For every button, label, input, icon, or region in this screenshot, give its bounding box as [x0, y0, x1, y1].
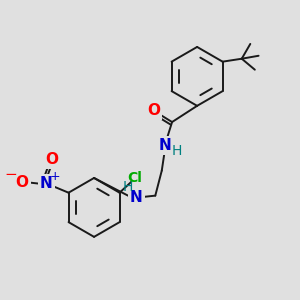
Text: +: +: [50, 170, 60, 183]
Text: −: −: [5, 167, 17, 182]
Text: N: N: [40, 176, 53, 191]
Text: N: N: [130, 190, 142, 205]
Text: Cl: Cl: [128, 171, 142, 185]
Text: O: O: [16, 175, 28, 190]
Text: H: H: [122, 180, 133, 194]
Text: O: O: [45, 152, 58, 166]
Text: N: N: [158, 138, 171, 153]
Text: O: O: [147, 103, 160, 118]
Text: H: H: [172, 144, 182, 158]
